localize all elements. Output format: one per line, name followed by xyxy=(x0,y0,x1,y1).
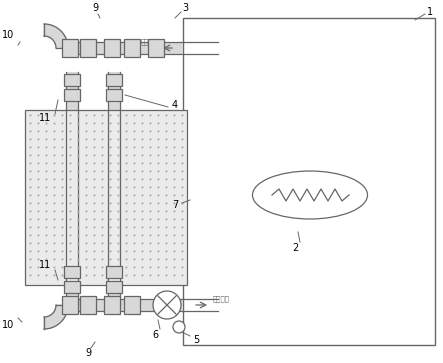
Bar xyxy=(106,89,122,101)
Bar xyxy=(80,39,96,57)
Circle shape xyxy=(173,321,185,333)
Bar xyxy=(66,72,78,305)
Bar xyxy=(106,281,122,293)
Text: 10: 10 xyxy=(2,320,14,330)
Bar xyxy=(25,110,187,285)
Bar xyxy=(183,18,435,345)
Text: 进水方向: 进水方向 xyxy=(213,296,230,302)
Bar xyxy=(62,296,78,314)
Bar xyxy=(124,39,140,57)
Text: 1: 1 xyxy=(427,7,433,17)
Bar xyxy=(148,39,164,57)
Circle shape xyxy=(153,291,181,319)
Bar xyxy=(104,296,120,314)
Text: 6: 6 xyxy=(152,330,158,340)
Text: 5: 5 xyxy=(193,335,199,345)
Text: 4: 4 xyxy=(172,100,178,110)
Bar xyxy=(64,89,80,101)
Text: 2: 2 xyxy=(292,243,298,253)
Bar xyxy=(124,296,140,314)
Text: 10: 10 xyxy=(2,30,14,40)
Bar xyxy=(106,266,122,278)
Text: 进水方向: 进水方向 xyxy=(141,39,158,45)
Bar xyxy=(80,296,96,314)
Bar xyxy=(68,42,183,54)
Text: 9: 9 xyxy=(85,348,91,358)
Bar xyxy=(64,281,80,293)
Bar xyxy=(108,72,120,305)
Text: 3: 3 xyxy=(182,3,188,13)
Bar xyxy=(106,74,122,86)
Text: 7: 7 xyxy=(172,200,178,210)
Bar xyxy=(62,39,78,57)
Ellipse shape xyxy=(253,171,368,219)
Text: 11: 11 xyxy=(39,113,51,123)
Text: 9: 9 xyxy=(92,3,98,13)
Bar xyxy=(68,299,183,311)
Text: 11: 11 xyxy=(39,260,51,270)
Bar xyxy=(64,74,80,86)
Bar xyxy=(64,266,80,278)
Polygon shape xyxy=(44,305,68,329)
Polygon shape xyxy=(44,24,68,48)
Bar xyxy=(104,39,120,57)
